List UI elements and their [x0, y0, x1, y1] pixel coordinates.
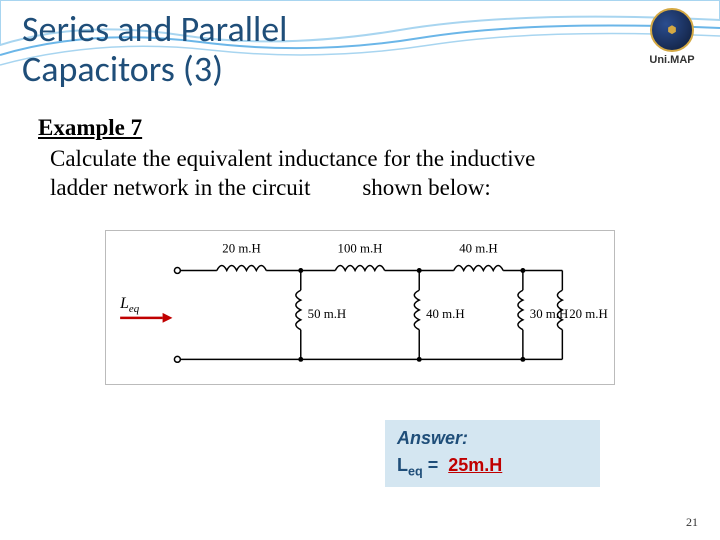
slide-title: Series and Parallel Capacitors (3)	[22, 10, 287, 89]
svg-text:50 m.H: 50 m.H	[308, 307, 347, 321]
svg-text:30 m.H: 30 m.H	[530, 307, 569, 321]
answer-box: Answer: Leq = 25m.H	[385, 420, 600, 487]
answer-label: Answer:	[397, 428, 588, 449]
inductor-vert-1: 50 m.H	[296, 268, 346, 362]
inductor-top-1: 20 m.H	[217, 242, 266, 271]
svg-text:100 m.H: 100 m.H	[338, 242, 383, 256]
answer-value: Leq = 25m.H	[397, 455, 588, 479]
svg-text:40 m.H: 40 m.H	[459, 242, 498, 256]
circuit-diagram: Leq 20 m.H 100 m.H 40 m.H	[105, 230, 615, 385]
inductor-top-3: 40 m.H	[454, 242, 503, 271]
inductor-vert-2: 40 m.H	[414, 268, 464, 362]
page-number: 21	[686, 515, 698, 530]
svg-text:20 m.H: 20 m.H	[569, 307, 608, 321]
svg-text:20 m.H: 20 m.H	[222, 242, 261, 256]
university-logo: ⬢ Uni.MAP	[642, 8, 702, 66]
content-area: Example 7 Calculate the equivalent induc…	[38, 115, 682, 203]
inductor-vert-3: 30 m.H	[518, 268, 568, 362]
logo-emblem: ⬢	[650, 8, 694, 52]
svg-text:40 m.H: 40 m.H	[426, 307, 464, 321]
title-line-2: Capacitors (3)	[22, 47, 223, 91]
inductor-top-2: 100 m.H	[335, 242, 384, 271]
example-heading: Example 7	[38, 115, 682, 141]
logo-text: Uni.MAP	[642, 54, 702, 66]
title-line-1: Series and Parallel	[22, 7, 287, 51]
example-text: Calculate the equivalent inductance for …	[38, 145, 682, 203]
svg-text:Leq: Leq	[119, 295, 140, 315]
